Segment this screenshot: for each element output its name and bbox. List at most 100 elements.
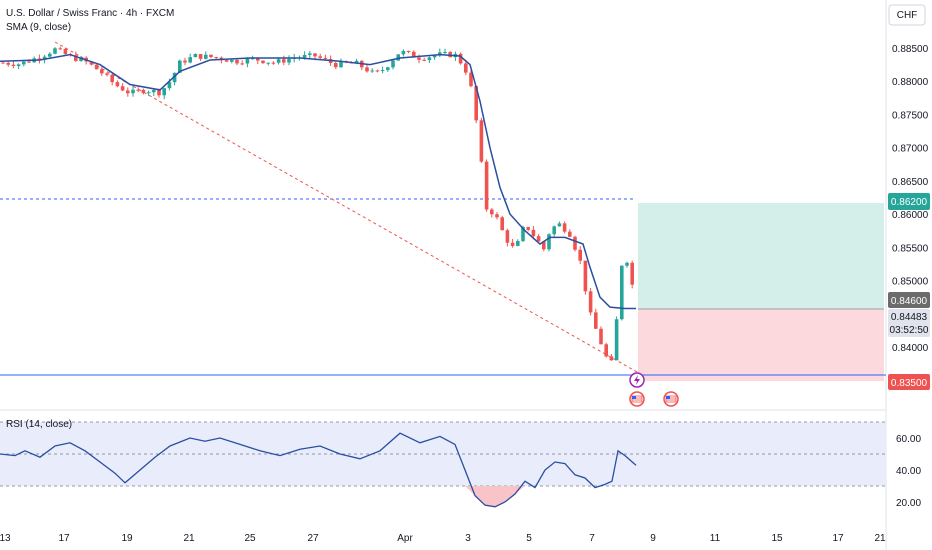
candle-body [542, 241, 546, 250]
symbol-title[interactable]: U.S. Dollar / Swiss Franc · 4h · FXCM [6, 8, 174, 19]
candle-body [302, 54, 307, 58]
candle-body [609, 356, 614, 361]
time-tick-label: 9 [650, 533, 656, 544]
lightning-icon[interactable] [629, 372, 645, 388]
candle-body [557, 223, 562, 227]
rsi-tick-label: 60.00 [896, 434, 921, 445]
candle-body [464, 63, 468, 73]
candle-body [354, 60, 359, 63]
price-tick-label: 0.85500 [892, 243, 929, 254]
entry-price-box [888, 292, 930, 308]
candle-body [604, 344, 608, 357]
candle-body [115, 82, 120, 87]
candle-body [209, 54, 213, 58]
price-tick-label: 0.87500 [892, 110, 929, 121]
time-tick-label: 11 [710, 533, 721, 544]
us-flag-icon[interactable] [629, 391, 645, 407]
candle-body [422, 59, 426, 61]
candle-body [552, 226, 556, 235]
candle-body [490, 209, 494, 215]
candle-body [427, 57, 432, 61]
candle-body [183, 60, 187, 63]
rsi-tick-label: 40.00 [896, 466, 921, 477]
last-price-box [888, 309, 930, 337]
candle-body [573, 236, 577, 250]
price-tick-label: 0.88000 [892, 77, 929, 88]
price-tick-label: 0.88500 [892, 44, 929, 55]
currency-button[interactable]: CHF [897, 10, 918, 21]
candle-body [58, 48, 62, 50]
candle-body [313, 53, 317, 57]
candle-body [131, 89, 135, 94]
currency-button-frame[interactable] [888, 4, 926, 26]
candle-body [458, 53, 463, 64]
candle-body [204, 54, 208, 59]
candle-body [417, 57, 421, 60]
rsi-oversold-fill [465, 486, 525, 507]
candle-body [16, 64, 21, 67]
candle-body [375, 70, 380, 72]
time-axis[interactable]: 13 17 19 21 25 27 Apr 3 5 7 9 11 15 17 21 [0, 533, 886, 544]
candle-body [146, 92, 151, 94]
candle-body [63, 48, 68, 55]
candle-body [479, 120, 484, 162]
us-flag-icon[interactable] [663, 391, 679, 407]
candle-body [120, 86, 125, 91]
candle-body [282, 59, 286, 63]
candle-body [474, 86, 478, 121]
candle-body [188, 57, 192, 63]
time-tick-label: 19 [121, 533, 133, 544]
candle-body [583, 260, 588, 292]
rsi-tick-label: 20.00 [896, 498, 921, 509]
candle-body [224, 60, 229, 62]
candle-body [391, 60, 395, 68]
rsi-line [0, 432, 637, 508]
candle-body [230, 59, 234, 62]
candle-body [276, 59, 281, 63]
candle-body [152, 90, 156, 93]
candle-body [500, 217, 504, 231]
candle-body [1, 62, 5, 64]
target-zone[interactable] [638, 203, 884, 309]
candle-body [562, 223, 567, 232]
candle-body [443, 51, 447, 53]
sma-line [0, 53, 636, 310]
candle-body [42, 56, 47, 60]
time-tick-label: 15 [771, 533, 783, 544]
candle-body [48, 53, 52, 57]
candle-body [505, 230, 510, 243]
candle-body [469, 72, 473, 87]
candle-body [323, 57, 328, 59]
candle-body [386, 67, 390, 71]
candle-body [412, 51, 416, 58]
candle-body [6, 62, 10, 65]
candle-body [245, 58, 250, 64]
candle-body [625, 262, 629, 266]
candle-body [401, 51, 406, 55]
candle-body [380, 70, 385, 72]
candle-body [547, 234, 551, 250]
rsi-legend[interactable]: RSI (14, close) [6, 419, 72, 430]
candle-body [536, 236, 541, 242]
stop-zone[interactable] [638, 309, 884, 381]
time-tick-label: 13 [0, 533, 11, 544]
price-tick-label: 0.84000 [892, 343, 929, 354]
rsi-axis[interactable]: 60.00 40.00 20.00 [896, 434, 921, 509]
candle-body [157, 90, 161, 96]
candle-body [22, 61, 26, 65]
time-tick-label: 5 [526, 533, 532, 544]
candle-body [287, 58, 291, 63]
candle-body [193, 54, 198, 58]
candle-body [370, 70, 374, 72]
price-tick-label: 0.86500 [892, 177, 929, 188]
candle-body [53, 48, 57, 54]
time-tick-label: Apr [397, 533, 413, 544]
sma-legend[interactable]: SMA (9, close) [6, 22, 71, 33]
candle-body [531, 229, 536, 237]
stop-price-box [888, 374, 930, 390]
candle-body [105, 73, 109, 75]
price-tick-label: 0.86000 [892, 210, 929, 221]
candle-body [167, 82, 172, 89]
